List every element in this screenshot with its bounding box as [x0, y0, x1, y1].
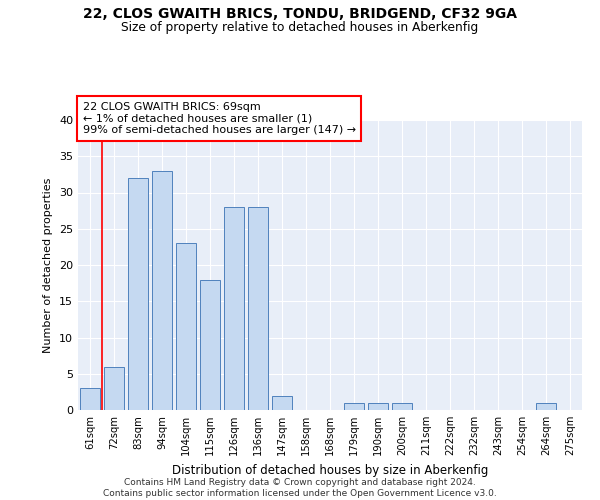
Bar	[104, 366, 124, 410]
Bar	[152, 171, 172, 410]
Bar	[80, 388, 100, 410]
Bar	[536, 403, 556, 410]
Bar	[248, 207, 268, 410]
Text: Contains HM Land Registry data © Crown copyright and database right 2024.
Contai: Contains HM Land Registry data © Crown c…	[103, 478, 497, 498]
Bar	[224, 207, 244, 410]
Text: 22 CLOS GWAITH BRICS: 69sqm
← 1% of detached houses are smaller (1)
99% of semi-: 22 CLOS GWAITH BRICS: 69sqm ← 1% of deta…	[83, 102, 356, 135]
Text: Size of property relative to detached houses in Aberkenfig: Size of property relative to detached ho…	[121, 21, 479, 34]
Bar	[128, 178, 148, 410]
Bar	[200, 280, 220, 410]
Bar	[344, 403, 364, 410]
Bar	[272, 396, 292, 410]
Y-axis label: Number of detached properties: Number of detached properties	[43, 178, 53, 352]
Bar	[368, 403, 388, 410]
Bar	[392, 403, 412, 410]
X-axis label: Distribution of detached houses by size in Aberkenfig: Distribution of detached houses by size …	[172, 464, 488, 476]
Text: 22, CLOS GWAITH BRICS, TONDU, BRIDGEND, CF32 9GA: 22, CLOS GWAITH BRICS, TONDU, BRIDGEND, …	[83, 8, 517, 22]
Bar	[176, 244, 196, 410]
